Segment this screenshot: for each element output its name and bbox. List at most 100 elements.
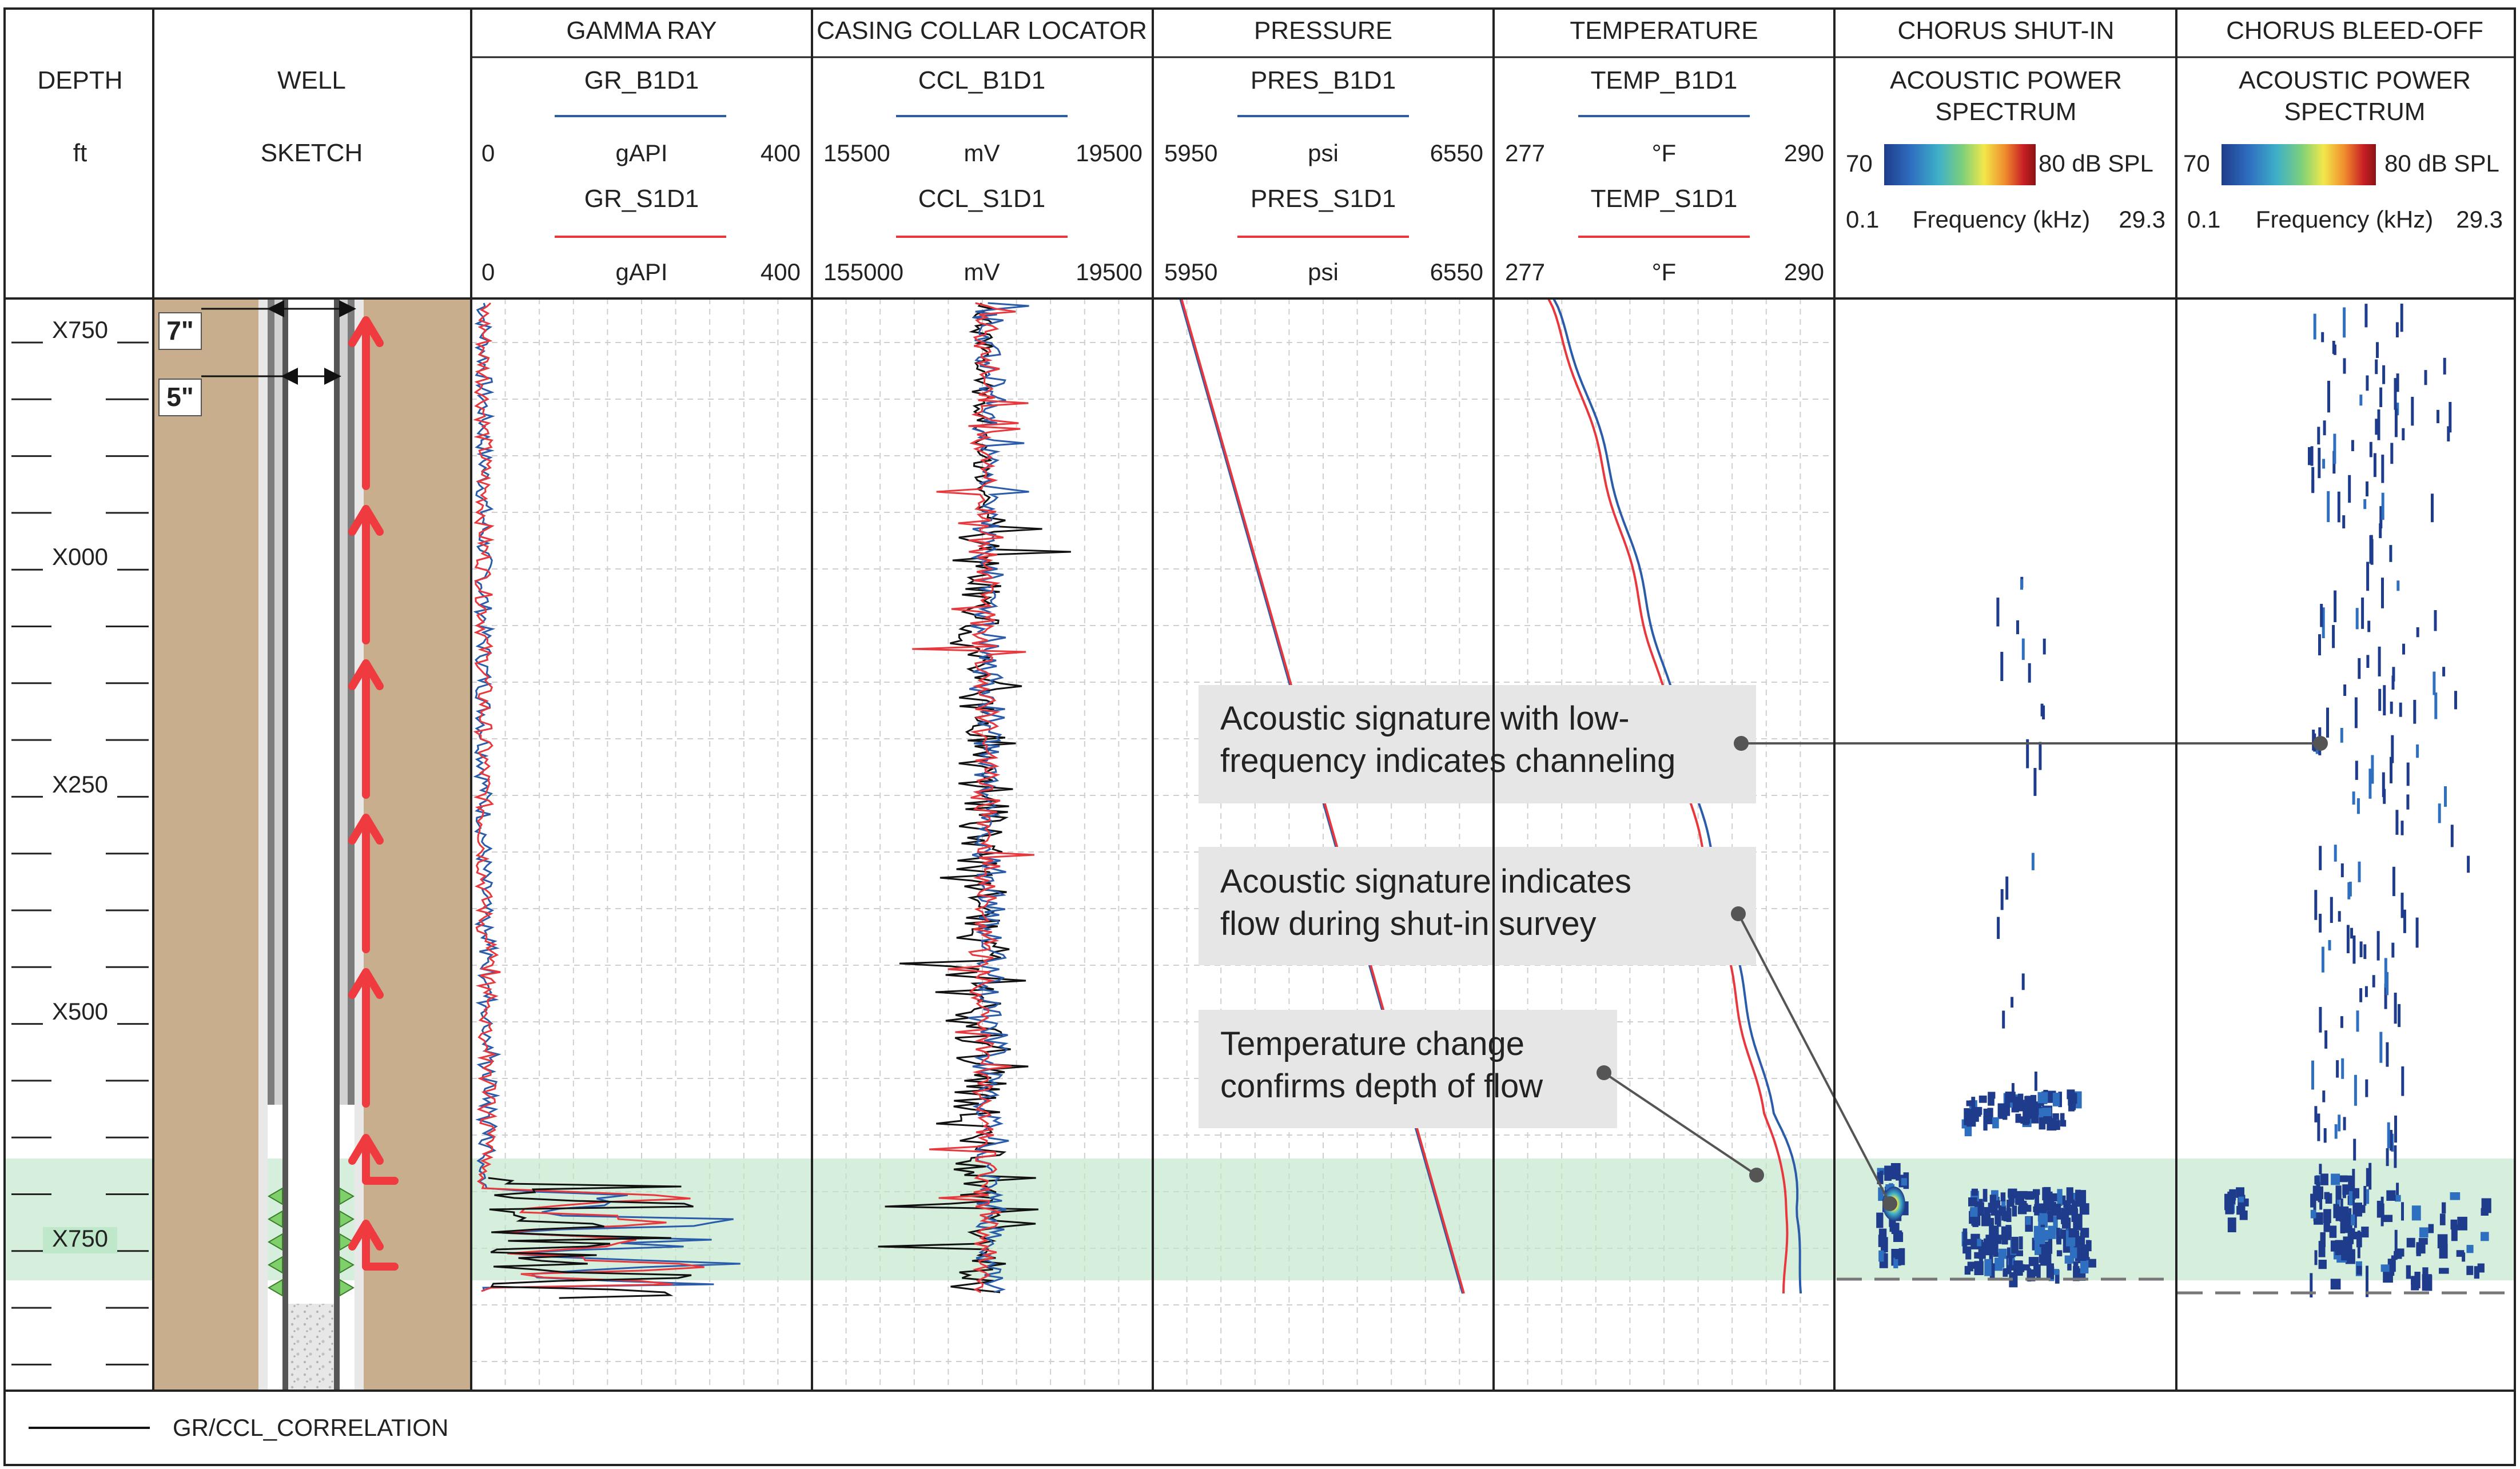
bleedoff-speckle xyxy=(2416,744,2419,758)
shutin-freq-max: 29.3 xyxy=(2119,206,2165,233)
flow-arrow-5 xyxy=(348,316,384,490)
bleedoff-speckle xyxy=(2411,397,2414,426)
shutin-band-speckle xyxy=(2073,1213,2083,1231)
bleedoff-speckle xyxy=(2332,341,2335,354)
shutin-band-speckle xyxy=(1977,1239,1982,1247)
bleedoff-speckle xyxy=(2394,1115,2397,1143)
shutin-band-speckle xyxy=(1965,1246,1972,1260)
bleedoff-speckle xyxy=(2343,1117,2346,1130)
bleedoff-speckle xyxy=(2379,523,2382,539)
bleedoff-speckle xyxy=(2386,1148,2389,1167)
bleedoff-band-speckle xyxy=(2466,1245,2474,1253)
bleedoff-speckle xyxy=(2376,342,2379,358)
shutin-speckle xyxy=(2020,579,2023,590)
shutin-speckle xyxy=(2021,973,2025,990)
bleedoff-hot-speckle xyxy=(2339,1175,2348,1183)
shutin-band-speckle xyxy=(1994,1257,2003,1271)
bleedoff-speckle xyxy=(2313,313,2316,340)
depth-title: DEPTH xyxy=(37,66,122,94)
shutin-band-speckle xyxy=(1962,1228,1968,1241)
shutin-hot-speckle xyxy=(1878,1250,1884,1262)
shutin-band-speckle xyxy=(1989,1195,1996,1204)
shutin-band-speckle xyxy=(1967,1261,1975,1269)
bleedoff-hot-speckle xyxy=(2227,1217,2236,1232)
shutin-band-speckle xyxy=(2066,1187,2073,1203)
shutin-band-speckle xyxy=(2031,1094,2037,1106)
bleedoff-speckle xyxy=(2359,395,2363,406)
bleedoff-hot-speckle xyxy=(2335,1204,2340,1221)
bleedoff-band-speckle xyxy=(2406,1237,2415,1248)
casing-label-5-box xyxy=(158,379,202,416)
gr-s1d1-unit: gAPI xyxy=(615,258,667,285)
bleedoff-band-speckle xyxy=(2416,1244,2426,1254)
bleedoff-speckle xyxy=(2363,499,2367,509)
shutin-band-speckle xyxy=(2008,1257,2013,1268)
bleedoff-speckle xyxy=(2338,911,2341,922)
shutin-band-speckle xyxy=(2046,1263,2054,1279)
bleedoff-speckle xyxy=(2400,304,2403,332)
shutin-band-speckle xyxy=(1989,1263,1995,1280)
depth-label-bg-3 xyxy=(43,773,117,799)
bleedoff-speckle xyxy=(2358,658,2361,679)
bleedoff-speckle xyxy=(2416,627,2419,638)
bleedoff-speckle xyxy=(2355,761,2358,780)
bleedoff-speckle xyxy=(2366,1265,2368,1297)
shutin-scale-min: 70 xyxy=(1846,150,1873,177)
pres-s1d1-name: PRES_S1D1 xyxy=(1251,185,1396,213)
bleedoff-speckle xyxy=(2370,535,2373,551)
gr-s1d1-min: 0 xyxy=(481,258,495,285)
bleedoff-speckle xyxy=(2337,491,2340,523)
shutin-band-speckle xyxy=(2048,1225,2056,1239)
callout-3-line-2: confirms depth of flow xyxy=(1220,1068,1543,1105)
bleedoff-speckle xyxy=(2314,1250,2318,1265)
bleedoff-band-speckle xyxy=(2428,1224,2434,1233)
bleedoff-speckle xyxy=(2333,433,2336,464)
well-sketch: 7" 5" xyxy=(153,298,471,1391)
bleedoff-hot-speckle xyxy=(2344,1175,2351,1182)
casing-label-5: 5" xyxy=(166,382,193,412)
bleedoff-band-speckle xyxy=(2457,1216,2467,1231)
depth-label-2: X000 xyxy=(52,543,108,570)
gr-b1d1-min: 0 xyxy=(481,140,495,166)
bleedoff-speckle xyxy=(2363,1186,2367,1206)
inner-casing-right xyxy=(334,298,340,1391)
shutin-speckle xyxy=(2028,663,2031,683)
bleedoff-spectrum-title-2: SPECTRUM xyxy=(2284,98,2426,126)
shutin-band-speckle xyxy=(2007,1266,2012,1275)
bleedoff-speckle xyxy=(2437,409,2439,424)
bleedoff-speckle xyxy=(2382,365,2386,384)
depth-label-3: X250 xyxy=(52,771,108,798)
temperature-title: TEMPERATURE xyxy=(1570,17,1758,45)
shutin-speckle xyxy=(2026,739,2029,769)
bleedoff-band-speckle xyxy=(2346,1212,2350,1222)
shutin-hot-speckle xyxy=(1901,1178,1907,1186)
shutin-band-speckle xyxy=(2039,1254,2045,1263)
shutin-band-speckle xyxy=(2052,1092,2060,1106)
bleedoff-speckle xyxy=(2381,578,2384,608)
bleedoff-speckle xyxy=(2391,675,2395,690)
bleedoff-freq-min: 0.1 xyxy=(2187,206,2220,233)
shutin-band-speckle xyxy=(1985,1235,1990,1244)
gr-b1d1-max: 400 xyxy=(761,140,801,166)
packer-left-5 xyxy=(268,1279,283,1297)
shutin-band-speckle xyxy=(2031,1106,2039,1124)
annulus-right xyxy=(340,298,348,1105)
bleedoff-speckle xyxy=(2391,942,2395,958)
shutin-band-speckle xyxy=(1984,1259,1992,1276)
bleedoff-band-speckle xyxy=(2330,1279,2341,1290)
shutin-band-speckle xyxy=(2005,1100,2011,1116)
bleedoff-speckle xyxy=(2454,691,2457,710)
shutin-band-speckle xyxy=(2022,1264,2031,1271)
ccl-s1d1-min: 155000 xyxy=(823,258,903,285)
temp-b1d1-min: 277 xyxy=(1505,140,1545,166)
shutin-band-speckle xyxy=(1988,1203,1993,1213)
gr-b1d1-unit: gAPI xyxy=(615,140,667,166)
curve-gr_s1d1 xyxy=(472,302,704,1292)
bleedoff-speckle xyxy=(2314,1106,2318,1122)
shutin-band-speckle xyxy=(2015,1250,2023,1256)
cement-left xyxy=(258,298,268,1391)
bleedoff-speckle xyxy=(2381,455,2384,483)
shutin-speckle xyxy=(2000,651,2004,681)
bleedoff-speckle xyxy=(2396,580,2400,591)
bleedoff-band-speckle xyxy=(2320,1232,2326,1247)
